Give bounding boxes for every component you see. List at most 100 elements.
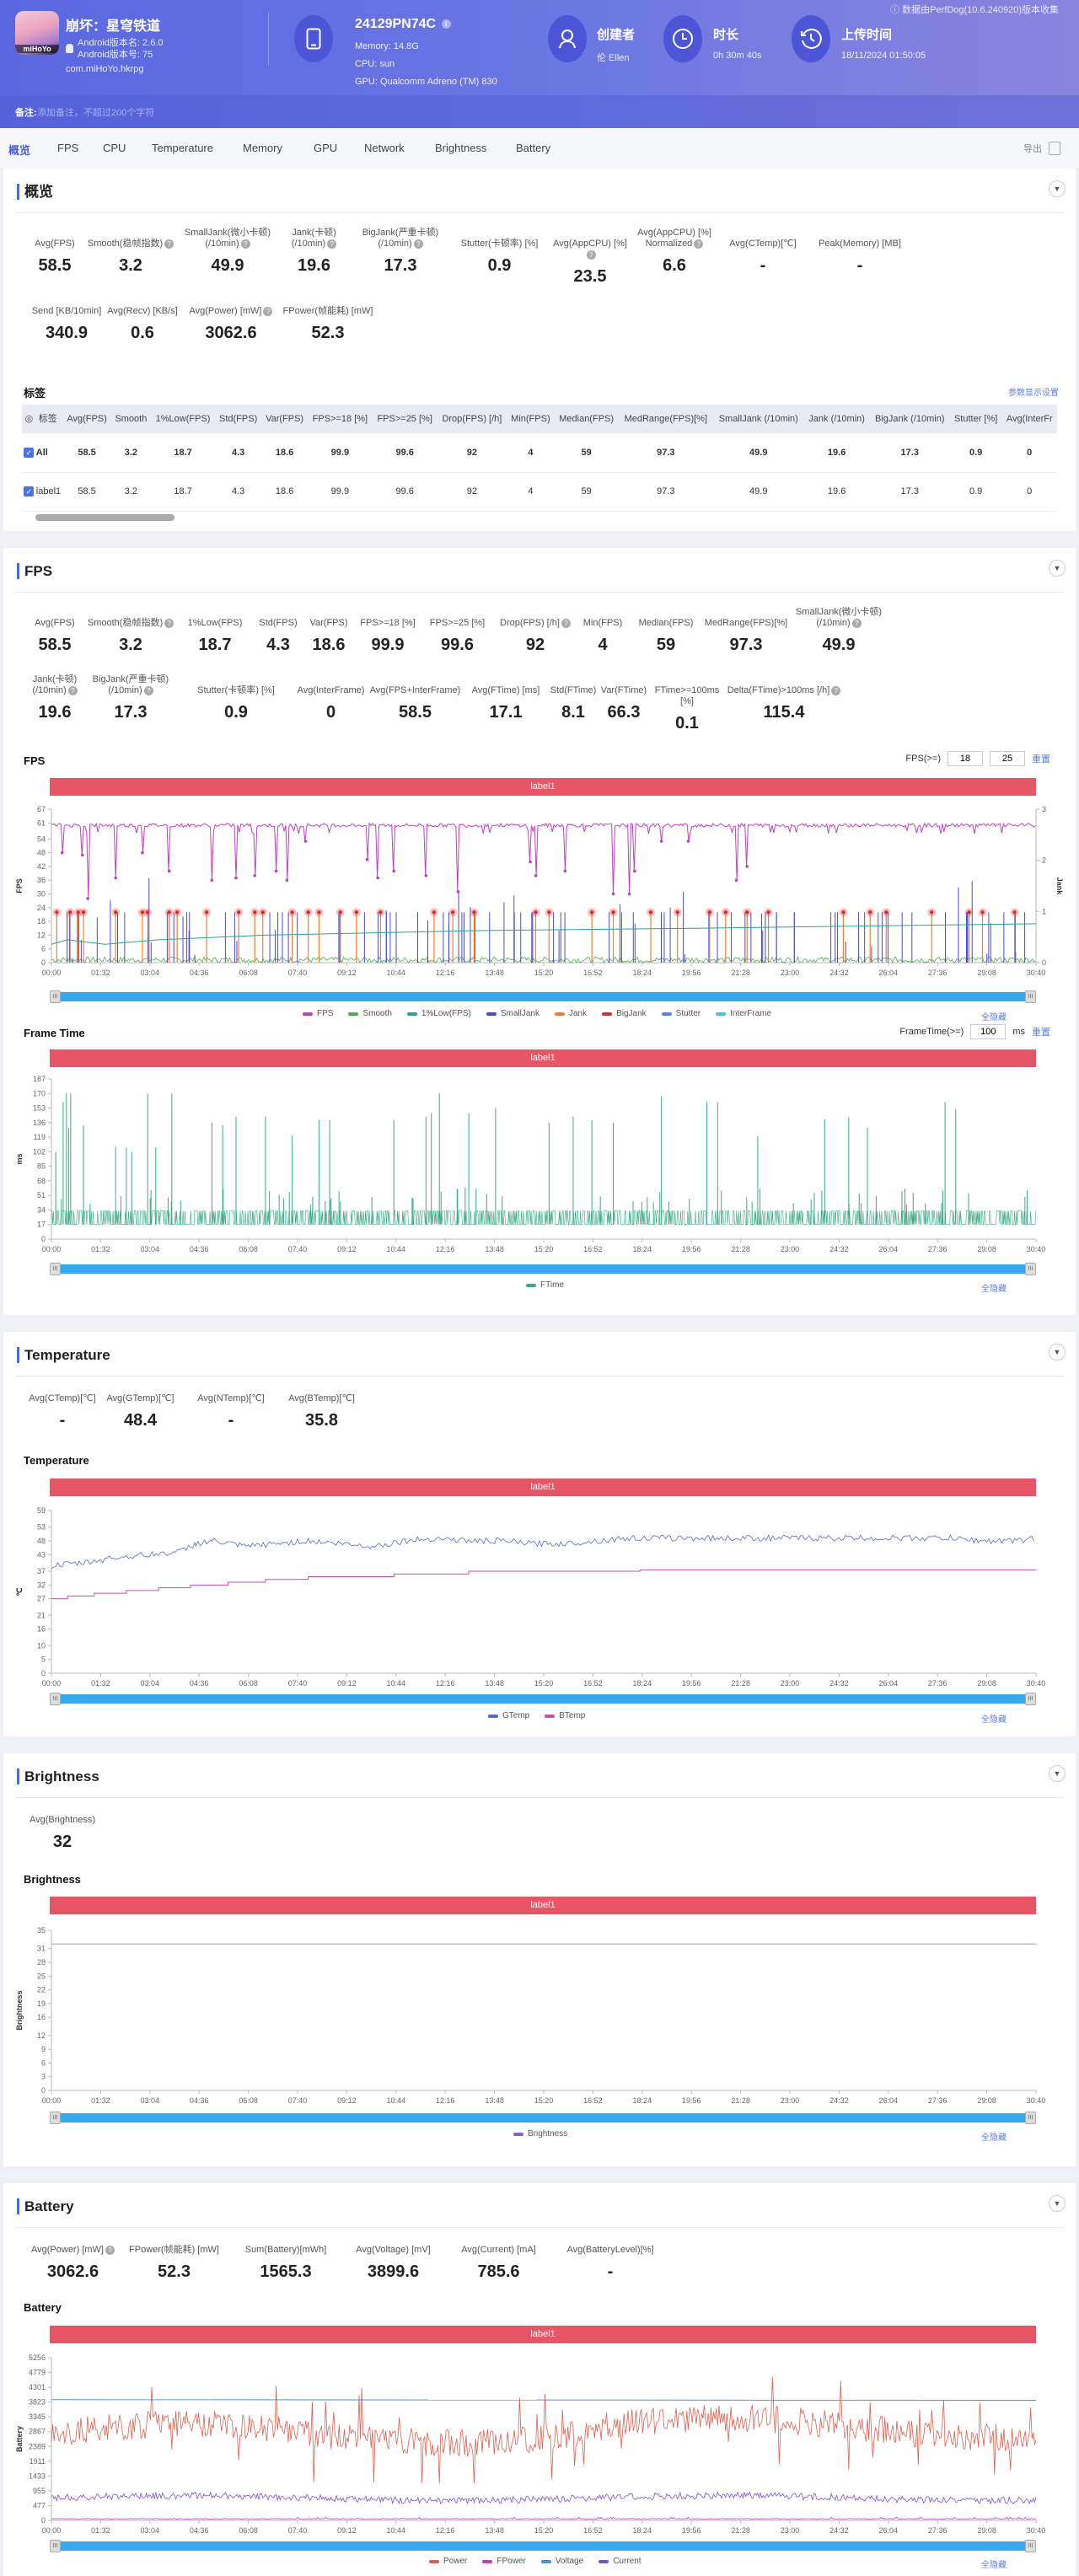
legend-item[interactable]: Power xyxy=(429,2557,467,2566)
frametime-reset-button[interactable]: 重置 xyxy=(1032,1028,1050,1038)
frametime-threshold-input[interactable] xyxy=(970,1024,1007,1039)
tab-temperature[interactable]: Temperature xyxy=(152,142,213,154)
legend-item[interactable]: BTemp xyxy=(545,1711,585,1720)
help-icon[interactable]: ? xyxy=(263,306,273,316)
zoom-handle-left[interactable]: III xyxy=(50,990,61,1003)
label-bar[interactable]: label1 xyxy=(50,2326,1036,2343)
label-bar[interactable]: label1 xyxy=(50,778,1036,796)
legend-item[interactable]: BigJank xyxy=(602,1009,647,1018)
hide-all-button[interactable]: 全隐藏 xyxy=(981,1013,1007,1022)
legend-item[interactable]: GTemp xyxy=(488,1711,529,1720)
column-header[interactable]: Avg(InterFr xyxy=(1001,405,1057,433)
label-bar[interactable]: label1 xyxy=(50,1897,1036,1914)
legend-item[interactable]: Stutter xyxy=(661,1009,701,1018)
column-header[interactable]: Jank (/10min) xyxy=(803,405,870,433)
battery-zoom-slider[interactable]: III III xyxy=(50,2540,1036,2552)
help-icon[interactable]: ? xyxy=(143,685,153,695)
fps-threshold-2[interactable] xyxy=(990,751,1025,766)
help-icon[interactable]: ? xyxy=(413,239,423,249)
help-icon[interactable]: ? xyxy=(164,239,174,249)
tab-network[interactable]: Network xyxy=(364,142,405,154)
zoom-handle-left[interactable]: III xyxy=(50,1693,61,1705)
column-header[interactable]: 标签 xyxy=(35,405,63,433)
column-header[interactable]: Avg(FPS) xyxy=(62,405,111,433)
column-header[interactable]: Drop(FPS) [/h] xyxy=(437,405,507,433)
help-icon[interactable]: ? xyxy=(561,618,571,628)
legend-item[interactable]: FPS xyxy=(303,1009,333,1018)
zoom-handle-right[interactable]: III xyxy=(1025,2540,1036,2552)
column-header[interactable]: BigJank (/10min) xyxy=(869,405,950,433)
tab-gpu[interactable]: GPU xyxy=(314,142,338,154)
collapse-button[interactable]: ▼ xyxy=(1049,1765,1066,1782)
label-bar[interactable]: label1 xyxy=(50,1049,1036,1067)
legend-item[interactable]: Voltage xyxy=(540,2557,583,2566)
fps-zoom-slider[interactable]: III III xyxy=(50,990,1036,1003)
legend-item[interactable]: SmallJank xyxy=(486,1009,540,1018)
help-icon[interactable]: ? xyxy=(105,2245,115,2255)
hide-all-button[interactable]: 全隐藏 xyxy=(981,2561,1007,2570)
param-settings-link[interactable]: 参数显示设置 xyxy=(1008,389,1059,398)
column-header[interactable]: Smooth xyxy=(110,405,151,433)
legend-item[interactable]: FPower xyxy=(482,2557,526,2566)
help-icon[interactable]: ? xyxy=(586,250,596,260)
collapse-button[interactable]: ▼ xyxy=(1049,560,1066,577)
legend-item[interactable]: FTime xyxy=(526,1280,564,1290)
help-icon[interactable]: ? xyxy=(694,239,704,249)
zoom-handle-right[interactable]: III xyxy=(1025,1263,1036,1275)
zoom-handle-right[interactable]: III xyxy=(1025,1693,1036,1705)
legend-item[interactable]: Brightness xyxy=(513,2129,567,2139)
table-scrollbar[interactable] xyxy=(35,514,174,521)
fps-threshold-1[interactable] xyxy=(947,751,983,766)
export-button[interactable]: 导出 xyxy=(1023,142,1060,155)
brightness-zoom-slider[interactable]: III III xyxy=(50,2112,1036,2124)
legend-item[interactable]: 1%Low(FPS) xyxy=(406,1009,471,1018)
help-icon[interactable]: ? xyxy=(240,239,250,249)
row-checkbox[interactable]: ✓ xyxy=(24,486,35,496)
column-header[interactable]: 1%Low(FPS) xyxy=(151,405,216,433)
tab-battery[interactable]: Battery xyxy=(516,142,551,154)
zoom-handle-right[interactable]: III xyxy=(1025,990,1036,1003)
column-header[interactable]: MedRange(FPS)[%] xyxy=(618,405,713,433)
temperature-zoom-slider[interactable]: III III xyxy=(50,1693,1036,1705)
legend-item[interactable]: Current xyxy=(599,2557,641,2566)
legend-item[interactable]: Smooth xyxy=(348,1009,392,1018)
legend-item[interactable]: Jank xyxy=(554,1009,587,1018)
column-header[interactable]: Min(FPS) xyxy=(507,405,555,433)
column-header[interactable]: SmallJank (/10min) xyxy=(712,405,804,433)
eye-icon[interactable]: ◎ xyxy=(24,414,34,424)
help-icon[interactable]: ? xyxy=(164,618,174,628)
fps-reset-button[interactable]: 重置 xyxy=(1032,754,1050,765)
zoom-handle-left[interactable]: III xyxy=(50,1263,61,1275)
tab-overview[interactable]: 概览 xyxy=(8,144,31,157)
tab-fps[interactable]: FPS xyxy=(57,142,79,154)
tab-memory[interactable]: Memory xyxy=(243,142,282,154)
collapse-button[interactable]: ▼ xyxy=(1049,180,1066,197)
hide-all-button[interactable]: 全隐藏 xyxy=(981,1285,1007,1294)
help-icon[interactable]: ? xyxy=(831,685,841,695)
help-icon[interactable]: ? xyxy=(327,239,337,249)
zoom-handle-left[interactable]: III xyxy=(50,2112,61,2124)
column-header[interactable]: FPS>=18 [%] xyxy=(308,405,373,433)
help-icon[interactable]: ? xyxy=(67,685,78,695)
tab-cpu[interactable]: CPU xyxy=(103,142,126,154)
label-bar[interactable]: label1 xyxy=(50,1479,1036,1496)
column-header[interactable]: Std(FPS) xyxy=(215,405,262,433)
column-header[interactable]: Median(FPS) xyxy=(554,405,619,433)
column-header[interactable]: Stutter [%] xyxy=(949,405,1002,433)
zoom-handle-left[interactable]: III xyxy=(50,2540,61,2552)
row-checkbox[interactable]: ✓ xyxy=(24,447,35,458)
hide-all-button[interactable]: 全隐藏 xyxy=(981,1715,1007,1725)
remark-input[interactable]: 添加备注，不超过200个字符 xyxy=(37,108,155,118)
collapse-button[interactable]: ▼ xyxy=(1049,1344,1066,1360)
zoom-handle-right[interactable]: III xyxy=(1025,2112,1036,2124)
info-icon[interactable]: i xyxy=(441,19,451,30)
y-tick-label: 35 xyxy=(37,1926,46,1935)
column-header[interactable]: FPS>=25 [%] xyxy=(372,405,438,433)
collapse-button[interactable]: ▼ xyxy=(1049,2195,1066,2212)
frametime-zoom-slider[interactable]: III III xyxy=(50,1263,1036,1275)
legend-item[interactable]: InterFrame xyxy=(716,1009,771,1018)
tab-brightness[interactable]: Brightness xyxy=(435,142,487,154)
help-icon[interactable]: ? xyxy=(851,618,862,628)
hide-all-button[interactable]: 全隐藏 xyxy=(981,2133,1007,2143)
column-header[interactable]: Var(FPS) xyxy=(261,405,308,433)
